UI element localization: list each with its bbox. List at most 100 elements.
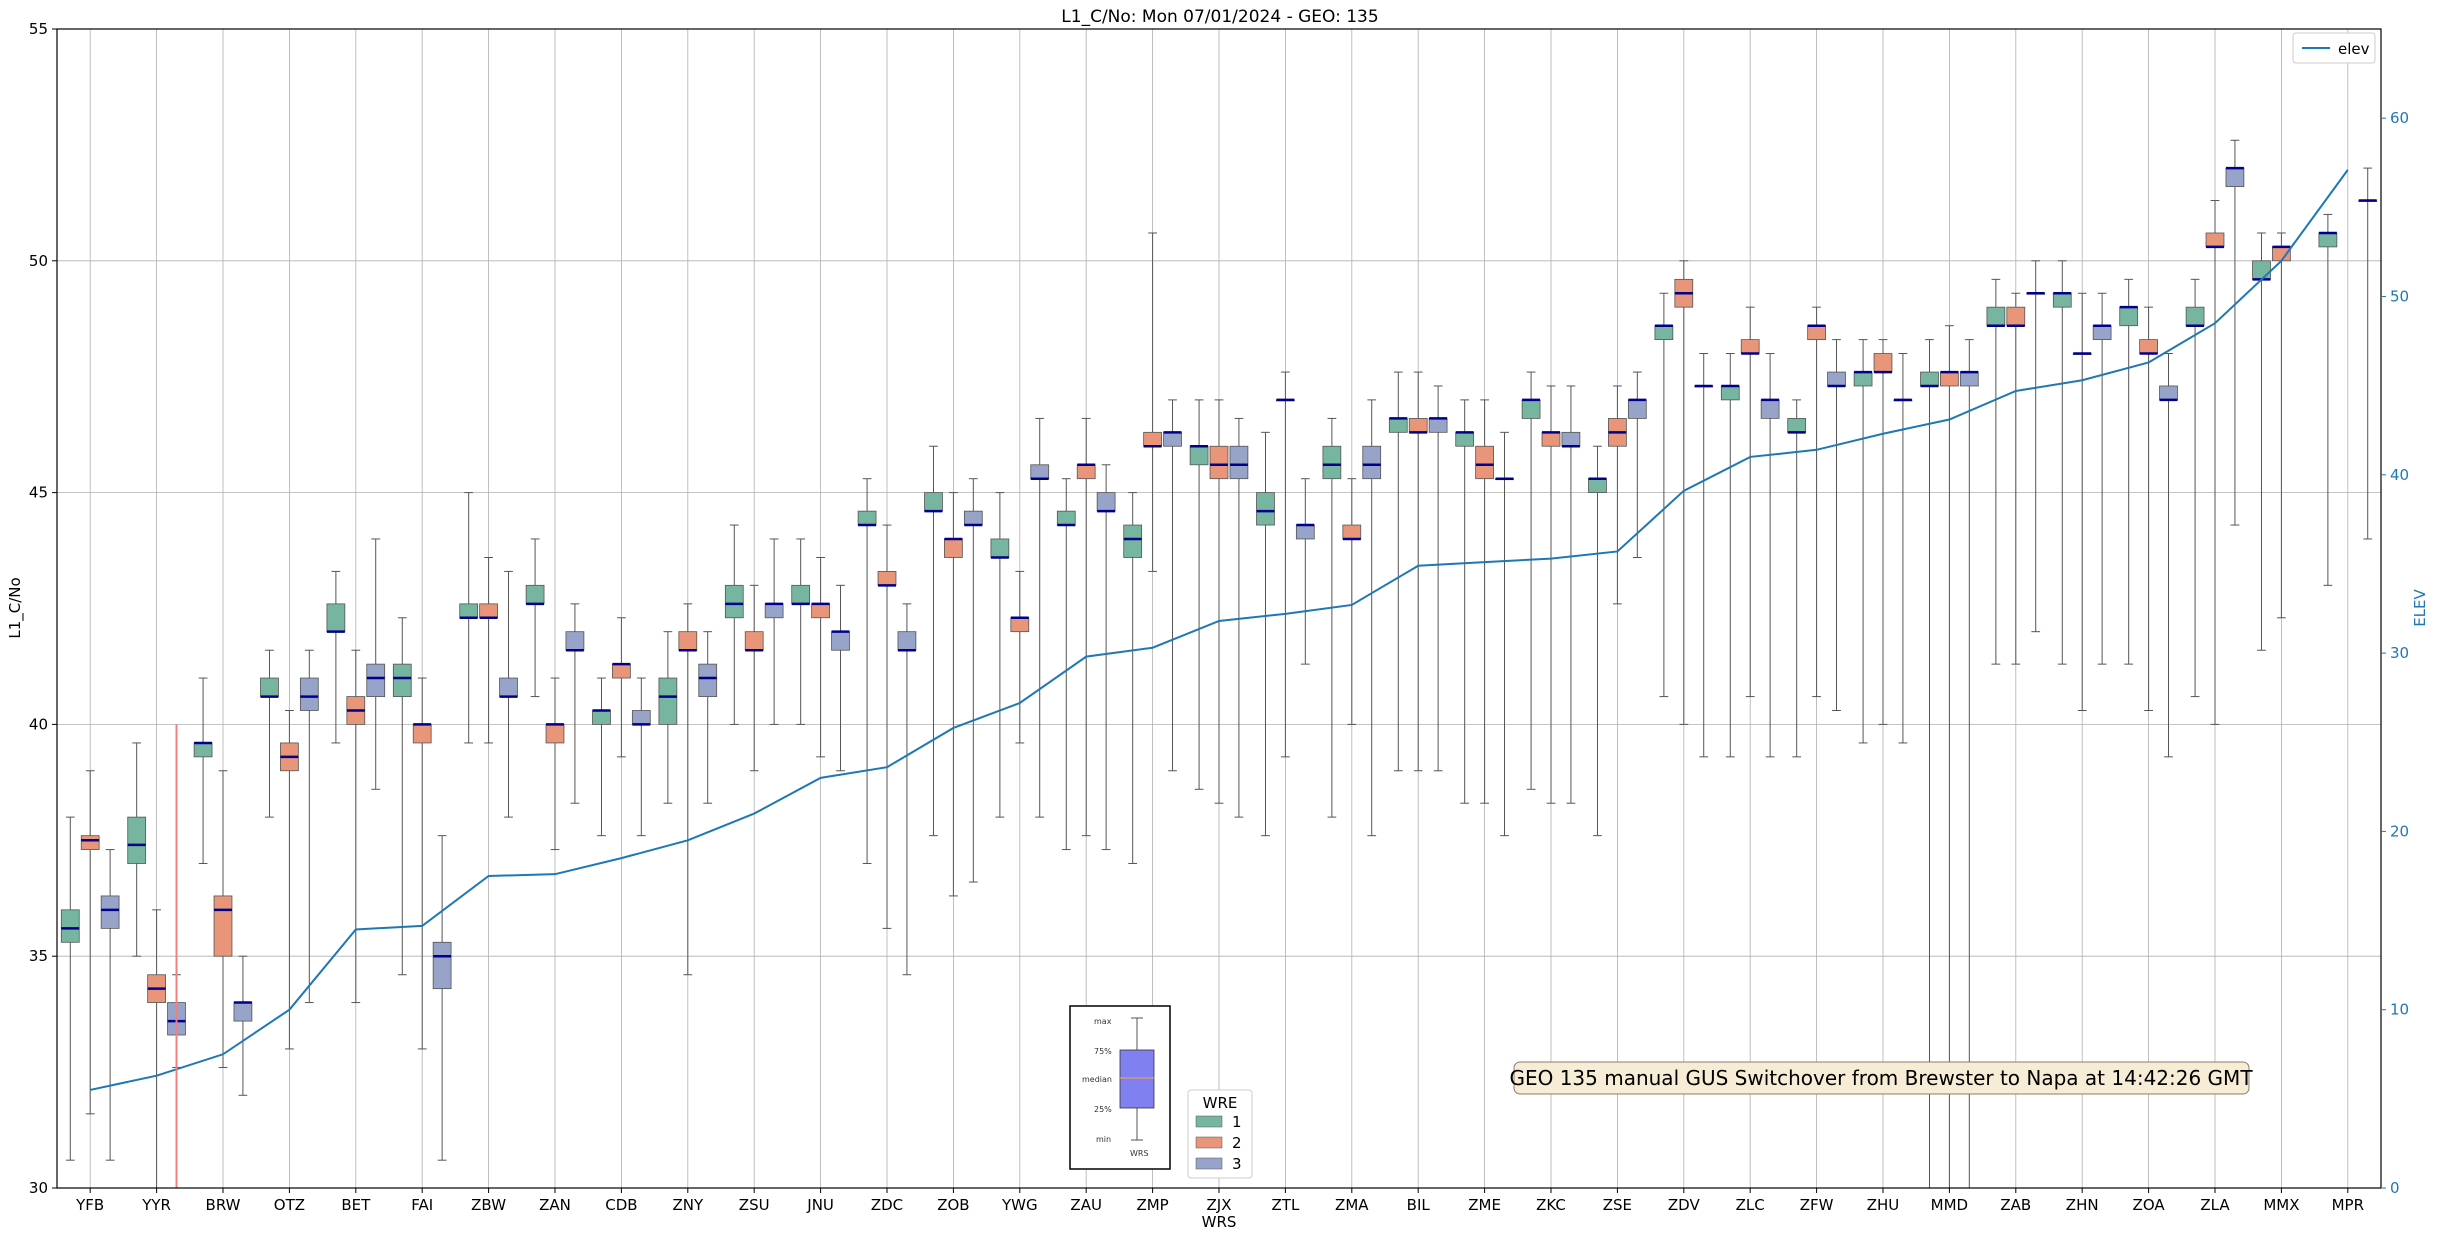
box-wre-3 xyxy=(2093,293,2111,664)
box-iqr xyxy=(1164,432,1182,446)
box-wre-1 xyxy=(593,678,611,836)
x-tick-label: ZMA xyxy=(1335,1196,1369,1214)
box-wre-1 xyxy=(1124,493,1142,864)
box-iqr xyxy=(1655,326,1673,340)
box-wre-3 xyxy=(1097,465,1115,850)
box-iqr xyxy=(1144,432,1162,446)
box-wre-1 xyxy=(2120,279,2138,664)
box-wre-3 xyxy=(699,632,717,804)
box-wre-2 xyxy=(1409,372,1427,771)
x-tick-label: JNU xyxy=(806,1196,834,1214)
box-iqr xyxy=(1343,525,1361,539)
box-iqr xyxy=(1409,418,1427,432)
box-iqr xyxy=(2120,307,2138,326)
box-iqr xyxy=(1190,446,1208,465)
box-iqr xyxy=(2007,307,2025,326)
box-iqr xyxy=(858,511,876,525)
box-wre-2 xyxy=(745,585,763,770)
box-wre-1 xyxy=(194,678,212,863)
box-iqr xyxy=(2160,386,2178,400)
box-wre-1 xyxy=(526,539,544,697)
y2-tick-label: 30 xyxy=(2390,644,2409,662)
x-tick-label: ZSU xyxy=(739,1196,770,1214)
box-iqr xyxy=(1011,618,1029,632)
box-wre-1 xyxy=(2253,233,2271,650)
switchover-annotation: GEO 135 manual GUS Switchover from Brews… xyxy=(1509,1062,2253,1094)
wre-swatch-3 xyxy=(1196,1158,1222,1169)
x-axis-label: WRS xyxy=(1202,1213,1237,1231)
box-iqr xyxy=(500,678,518,697)
box-wre-1 xyxy=(1323,418,1341,817)
box-iqr xyxy=(2319,233,2337,247)
y-tick-label: 40 xyxy=(29,715,48,733)
box-iqr xyxy=(128,817,146,863)
box-iqr xyxy=(1788,418,1806,432)
box-iqr xyxy=(699,664,717,696)
wre-label-3: 3 xyxy=(1232,1155,1242,1173)
box-wre-1 xyxy=(991,493,1009,818)
x-tick-label: ZSE xyxy=(1603,1196,1632,1214)
box-iqr xyxy=(546,724,564,743)
box-iqr xyxy=(2140,340,2158,354)
y-tick-label: 55 xyxy=(29,20,48,38)
box-wre-1 xyxy=(1456,400,1474,803)
box-iqr xyxy=(1522,400,1540,419)
box-iqr xyxy=(632,710,650,724)
y2-tick-label: 20 xyxy=(2390,822,2409,840)
x-tick-label: ZMP xyxy=(1136,1196,1168,1214)
box-iqr xyxy=(1828,372,1846,386)
box-iqr xyxy=(300,678,318,710)
box-wre-1 xyxy=(460,493,478,743)
box-wre-3 xyxy=(1296,479,1314,664)
box-wre-3 xyxy=(1363,400,1381,836)
box-wre-1 xyxy=(2319,214,2337,585)
box-wre-2 xyxy=(1210,400,1228,803)
box-iqr xyxy=(1429,418,1447,432)
box-wre-2 xyxy=(1144,233,1162,571)
box-iqr xyxy=(679,632,697,651)
x-tick-label: ZHN xyxy=(2066,1196,2099,1214)
box-wre-1 xyxy=(925,446,943,835)
x-tick-label: ZAN xyxy=(539,1196,571,1214)
box-wre-1 xyxy=(792,539,810,724)
box-iqr xyxy=(1628,400,1646,419)
box-wre-2 xyxy=(1940,326,1958,1188)
box-wre-1 xyxy=(1522,372,1540,789)
box-iqr xyxy=(725,585,743,617)
box-wre-3 xyxy=(964,479,982,882)
box-wre-1 xyxy=(261,650,279,817)
box-wre-2 xyxy=(2206,201,2224,725)
elev-legend-label: elev xyxy=(2338,40,2370,58)
box-iqr xyxy=(1542,432,1560,446)
box-wre-2 xyxy=(280,710,298,1048)
inset-min: min xyxy=(1096,1135,1111,1144)
x-tick-label: ZAU xyxy=(1070,1196,1102,1214)
box-iqr xyxy=(2186,307,2204,326)
box-iqr xyxy=(1761,400,1779,419)
inset-wrs: WRS xyxy=(1130,1149,1149,1158)
wre-legend: WRE 1 2 3 xyxy=(1188,1090,1252,1178)
x-tick-label: YFB xyxy=(75,1196,104,1214)
box-iqr xyxy=(1257,493,1275,525)
box-wre-3 xyxy=(1894,354,1912,743)
box-wre-1 xyxy=(2186,279,2204,696)
x-tick-label: YWG xyxy=(1001,1196,1038,1214)
box-wre-1 xyxy=(2053,261,2071,664)
box-wre-2 xyxy=(612,618,630,757)
box-iqr xyxy=(2253,261,2271,280)
x-tick-label: ZOA xyxy=(2133,1196,2166,1214)
box-wre-1 xyxy=(1987,279,2005,664)
box-iqr xyxy=(566,632,584,651)
box-iqr xyxy=(327,604,345,632)
x-tick-label: ZJX xyxy=(1207,1196,1232,1214)
x-tick-label: YYR xyxy=(141,1196,171,1214)
box-wre-3 xyxy=(832,585,850,770)
box-iqr xyxy=(1363,446,1381,478)
box-iqr xyxy=(878,571,896,585)
box-wre-3 xyxy=(500,571,518,817)
x-tick-label: MPR xyxy=(2332,1196,2364,1214)
box-iqr xyxy=(2226,168,2244,187)
box-wre-2 xyxy=(2073,293,2091,710)
box-wre-2 xyxy=(214,771,232,1068)
x-tick-label: ZLC xyxy=(1736,1196,1765,1214)
